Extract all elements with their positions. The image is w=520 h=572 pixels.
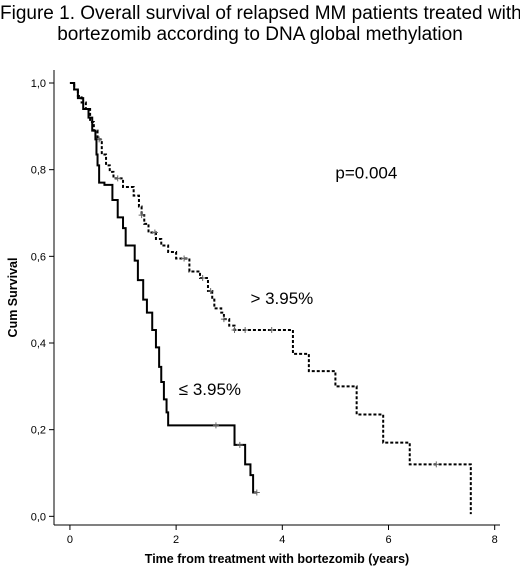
survival-curve [69,82,257,494]
censor-mark [433,461,440,468]
survival-curve [69,82,472,515]
censor-mark [138,212,145,219]
x-tick-label: 8 [492,534,498,546]
censor-mark [212,422,219,429]
x-tick-label: 0 [67,534,73,546]
censor-mark [253,489,260,496]
y-axis-label: Cum Survival [6,258,20,338]
x-tick-label: 6 [385,534,391,546]
censor-mark [114,175,121,182]
censor-mark [268,327,275,333]
annotation-1: p=0.004 [335,163,397,182]
chart-title-line-1: Figure 1. Overall survival of relapsed M… [0,3,520,24]
y-tick-label: 0,6 [31,251,46,263]
x-axis-label: Time from treatment with bortezomib (yea… [145,552,409,566]
censor-mark [199,275,206,281]
y-tick-label: 1,0 [31,78,46,90]
y-tick-label: 0,0 [31,511,46,523]
y-tick-label: 0,8 [31,165,46,177]
censor-mark [231,327,238,333]
chart-title-line-2: bortezomib according to DNA global methy… [57,24,463,45]
censor-mark [242,327,249,333]
annotation-3: ≤ 3.95% [179,380,241,399]
censor-mark [207,288,214,294]
survival-series-2 [69,82,260,496]
annotation-2: > 3.95% [250,289,313,308]
y-tick-label: 0,2 [31,425,46,437]
y-tick-label: 0,4 [31,338,46,350]
x-tick-label: 2 [173,534,179,546]
x-tick-label: 4 [279,534,285,546]
censor-mark [220,316,227,323]
censor-mark [181,255,188,262]
censor-mark [236,441,243,448]
chart-title: Figure 1. Overall survival of relapsed M… [0,3,520,45]
censor-mark [151,229,158,236]
survival-series-1 [69,82,472,515]
